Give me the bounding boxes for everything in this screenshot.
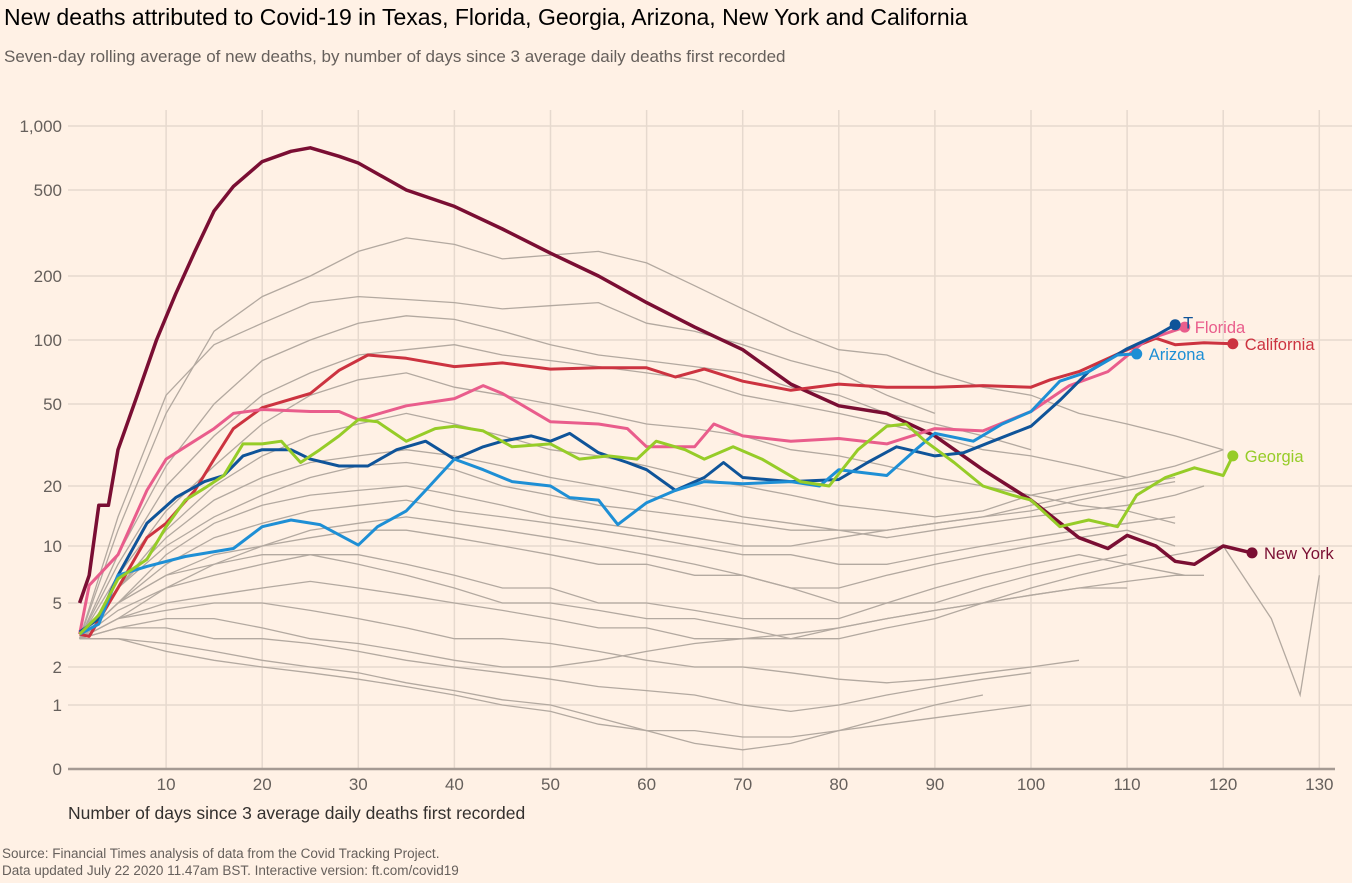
- endpoint-california: [1227, 338, 1239, 350]
- other-state-line: [79, 529, 1176, 640]
- x-tick-label: 50: [541, 775, 560, 794]
- label-arizona: Arizona: [1149, 346, 1206, 364]
- x-tick-label: 90: [925, 775, 944, 794]
- y-tick-label: 100: [34, 331, 62, 350]
- x-tick-label: 80: [829, 775, 848, 794]
- label-new-york: New York: [1264, 545, 1334, 563]
- endpoint-georgia: [1227, 450, 1239, 462]
- y-tick-label: 20: [43, 477, 62, 496]
- endpoint-texas: [1169, 319, 1181, 331]
- other-state-line: [79, 638, 984, 751]
- other-state-line: [79, 638, 1032, 738]
- other-state-line: [79, 580, 1128, 640]
- line-texas: [78, 323, 1176, 634]
- other-state-line: [79, 499, 1176, 640]
- y-tick-label: 200: [34, 267, 62, 286]
- endpoint-florida: [1179, 321, 1191, 333]
- other-state-line: [79, 449, 1176, 640]
- y-axis-ticks: 0 1 2 5 10 20 50 100 200 500 1,000: [19, 117, 62, 779]
- other-state-line: [79, 627, 1032, 713]
- other-state-line: [78, 295, 936, 639]
- grid: [68, 110, 1352, 769]
- line-georgia: [78, 418, 1235, 636]
- x-tick-label: 60: [637, 775, 656, 794]
- x-tick-label: 40: [445, 775, 464, 794]
- other-state-line: [79, 554, 1185, 640]
- line-arizona: [78, 352, 1137, 636]
- other-state-line: [79, 461, 1205, 640]
- other-state-line: [79, 516, 1128, 640]
- x-tick-label: 20: [253, 775, 272, 794]
- x-axis-ticks: 10 20 30 40 50 60 70 80 90 100 110 120 130: [157, 775, 1334, 794]
- other-states-lines: [78, 237, 1320, 751]
- x-axis-label: Number of days since 3 average daily dea…: [68, 803, 525, 823]
- other-state-line: [79, 344, 1128, 639]
- source-line: Source: Financial Times analysis of data…: [2, 846, 440, 861]
- x-tick-label: 10: [157, 775, 176, 794]
- other-state-line: [79, 412, 1224, 640]
- line-new-york: [77, 146, 1253, 604]
- chart-title: New deaths attributed to Covid-19 in Tex…: [4, 4, 968, 30]
- x-tick-label: 30: [349, 775, 368, 794]
- x-tick-label: 100: [1017, 775, 1045, 794]
- y-tick-label: 5: [53, 594, 62, 613]
- label-texas: T: [1183, 315, 1193, 333]
- y-tick-label: 50: [43, 395, 62, 414]
- other-state-line: [78, 237, 1224, 639]
- other-state-line: [79, 315, 1032, 639]
- x-tick-label: 120: [1209, 775, 1237, 794]
- y-tick-label: 10: [43, 537, 62, 556]
- y-tick-label: 1,000: [19, 117, 62, 136]
- highlighted-states-lines: [77, 146, 1253, 638]
- label-georgia: Georgia: [1245, 448, 1305, 466]
- source-note: Source: Financial Times analysis of data…: [2, 845, 459, 879]
- y-tick-label: 1: [53, 696, 62, 715]
- other-state-line: [79, 602, 1080, 684]
- other-state-line: [79, 476, 1176, 640]
- other-state-line: [79, 545, 1320, 698]
- line-florida: [78, 325, 1186, 635]
- label-florida: Florida: [1195, 319, 1246, 337]
- y-tick-label: 2: [53, 658, 62, 677]
- y-tick-label: 500: [34, 181, 62, 200]
- label-california: California: [1245, 336, 1316, 354]
- x-tick-label: 130: [1305, 775, 1333, 794]
- x-tick-label: 110: [1114, 775, 1141, 794]
- x-tick-label: 70: [733, 775, 752, 794]
- line-california: [79, 336, 1233, 638]
- data-updated-line: Data updated July 22 2020 11.47am BST. I…: [2, 863, 459, 878]
- y-tick-label: 0: [53, 760, 62, 779]
- chart-subtitle: Seven-day rolling average of new deaths,…: [4, 47, 786, 66]
- other-state-line: [79, 574, 1204, 668]
- endpoint-new-york: [1246, 547, 1258, 559]
- endpoint-arizona: [1131, 348, 1143, 360]
